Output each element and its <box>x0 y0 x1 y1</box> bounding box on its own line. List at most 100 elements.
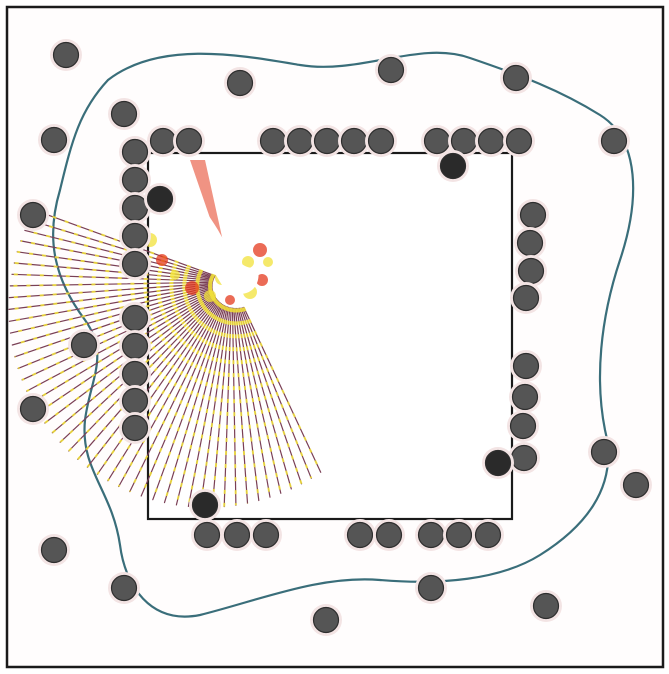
ray <box>231 307 237 506</box>
ray-highlight <box>17 288 213 370</box>
particle-icon <box>600 127 628 155</box>
particle-icon <box>511 383 539 411</box>
particle-icon <box>121 387 149 415</box>
dark-particle-icon <box>484 449 512 477</box>
ray <box>13 262 214 281</box>
ray-highlight <box>34 209 216 277</box>
particle-icon <box>517 257 545 285</box>
ray <box>199 306 229 508</box>
particle-icon <box>121 138 149 166</box>
ray-highlight <box>117 302 222 487</box>
particle-icon <box>474 521 502 549</box>
ray-highlight <box>238 308 293 490</box>
source-glow-spot <box>253 243 267 257</box>
ray-highlight <box>10 285 213 335</box>
particle-icon <box>377 56 405 84</box>
ray-highlight <box>21 290 214 381</box>
source-glow-spot <box>242 256 254 268</box>
source-void <box>158 160 259 294</box>
dark-particle-icon <box>191 491 219 519</box>
particle-icon <box>532 592 560 620</box>
ray-highlight <box>163 305 226 503</box>
ray <box>24 229 215 279</box>
particle-icon <box>121 304 149 332</box>
particle-icon <box>450 127 478 155</box>
ray <box>11 273 214 282</box>
source-glow-spot <box>170 270 180 280</box>
particle-icon <box>286 127 314 155</box>
source-glow-spot <box>156 254 168 266</box>
particle-icon <box>313 127 341 155</box>
particle-icon <box>175 127 203 155</box>
particle-icon <box>121 250 149 278</box>
ray <box>233 307 249 504</box>
particle-icon <box>121 360 149 388</box>
particle-icon <box>252 521 280 549</box>
particle-icon <box>512 284 540 312</box>
particle-icon <box>502 64 530 92</box>
ray <box>9 281 213 287</box>
particle-icon <box>121 332 149 360</box>
source-glow-spot <box>256 274 268 286</box>
particle-icon <box>121 194 149 222</box>
particle-icon <box>52 41 80 69</box>
particle-icon <box>510 444 538 472</box>
particle-icon <box>477 127 505 155</box>
particle-icon <box>417 521 445 549</box>
particle-icon <box>40 126 68 154</box>
particle-icon <box>110 574 138 602</box>
source-glow-spot <box>204 290 216 302</box>
particle-icon <box>149 127 177 155</box>
dark-particle-icon <box>439 152 467 180</box>
ray-highlight <box>240 307 303 485</box>
particle-icon <box>445 521 473 549</box>
ray-highlight <box>151 304 225 501</box>
particle-icon <box>19 395 47 423</box>
ray-highlight <box>107 301 221 482</box>
particle-icon <box>375 521 403 549</box>
ray-highlight <box>128 303 223 493</box>
ray <box>11 287 213 346</box>
particle-icon <box>223 521 251 549</box>
ray-highlight <box>96 300 220 475</box>
ray-highlight <box>187 306 229 507</box>
particle-icon <box>70 331 98 359</box>
particle-icon <box>590 438 618 466</box>
particle-icon <box>193 521 221 549</box>
particle-icon <box>19 201 47 229</box>
particle-icon <box>346 521 374 549</box>
particle-icon <box>259 127 287 155</box>
ray-highlight <box>14 287 213 358</box>
ray-highlight <box>140 304 224 497</box>
ray-highlight <box>9 284 213 323</box>
ray <box>16 251 214 280</box>
particle-icon <box>121 222 149 250</box>
particle-icon <box>519 201 547 229</box>
particle-icon <box>417 574 445 602</box>
ray-highlight <box>235 308 271 498</box>
particle-layer <box>17 39 652 636</box>
source-glow-spot <box>263 257 273 267</box>
ray <box>20 240 215 279</box>
ray <box>223 307 232 508</box>
particle-icon <box>509 412 537 440</box>
particle-icon <box>505 127 533 155</box>
particle-icon <box>121 166 149 194</box>
particle-icon <box>121 414 149 442</box>
source-glow-spot <box>225 295 235 305</box>
ray-highlight <box>241 307 313 479</box>
ray-highlight <box>237 308 282 494</box>
ray-highlight <box>86 299 219 468</box>
ray-highlight <box>9 282 213 299</box>
ray-highlight <box>8 283 213 311</box>
ray <box>211 307 231 508</box>
particle-icon <box>622 471 650 499</box>
ray <box>28 219 216 278</box>
dark-particle-icon <box>146 185 174 213</box>
particle-icon <box>312 606 340 634</box>
particle-icon <box>423 127 451 155</box>
particle-icon <box>516 229 544 257</box>
particle-icon <box>340 127 368 155</box>
ray <box>243 306 322 473</box>
